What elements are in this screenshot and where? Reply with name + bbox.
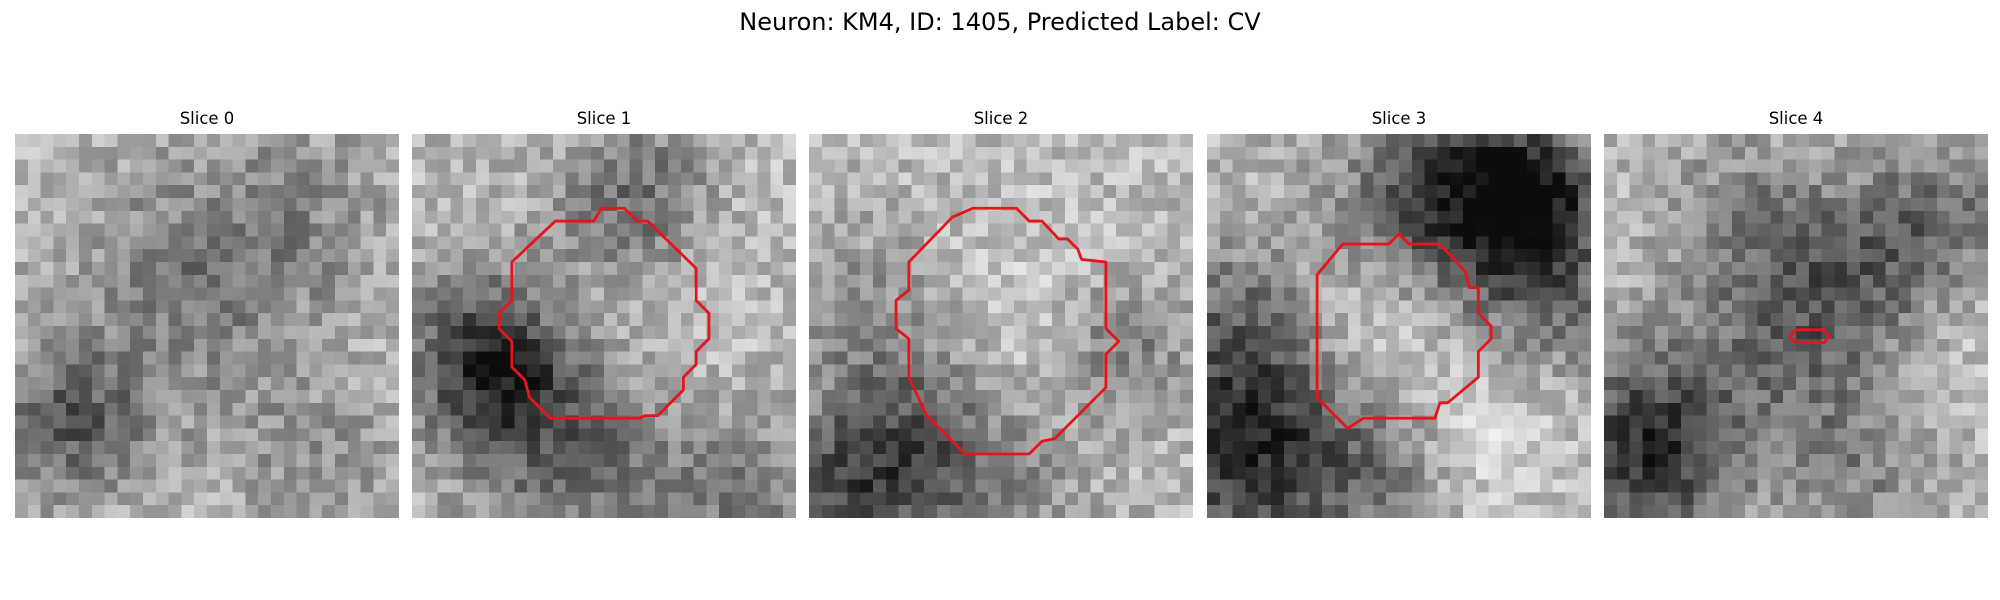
segmentation-contour [1315,232,1493,430]
slice-title: Slice 1 [576,109,632,128]
slice-panel-3: Slice 3 [1207,108,1591,518]
pixel-grid [412,134,796,518]
segmentation-contour [497,206,711,420]
pixel-grid [809,134,1193,518]
slice-title: Slice 3 [1371,109,1427,128]
figure-title: Neuron: KM4, ID: 1405, Predicted Label: … [739,8,1261,36]
slice-panel-2: Slice 2 [809,108,1193,518]
slice-panel-0: Slice 0 [15,108,399,518]
slice-image [809,134,1193,518]
slice-image [15,134,399,518]
segmentation-contour [1788,328,1831,345]
slice-panel-4: Slice 4 [1604,108,1988,518]
pixel-grid [15,134,399,518]
pixel-grid [1604,134,1988,518]
slice-image [1207,134,1591,518]
slice-title: Slice 2 [973,109,1029,128]
segmentation-contour [894,206,1121,456]
slice-title: Slice 4 [1768,109,1824,128]
slice-image [412,134,796,518]
slice-panel-1: Slice 1 [412,108,796,518]
pixel-grid [1207,134,1591,518]
slice-image [1604,134,1988,518]
slice-title: Slice 0 [179,109,235,128]
